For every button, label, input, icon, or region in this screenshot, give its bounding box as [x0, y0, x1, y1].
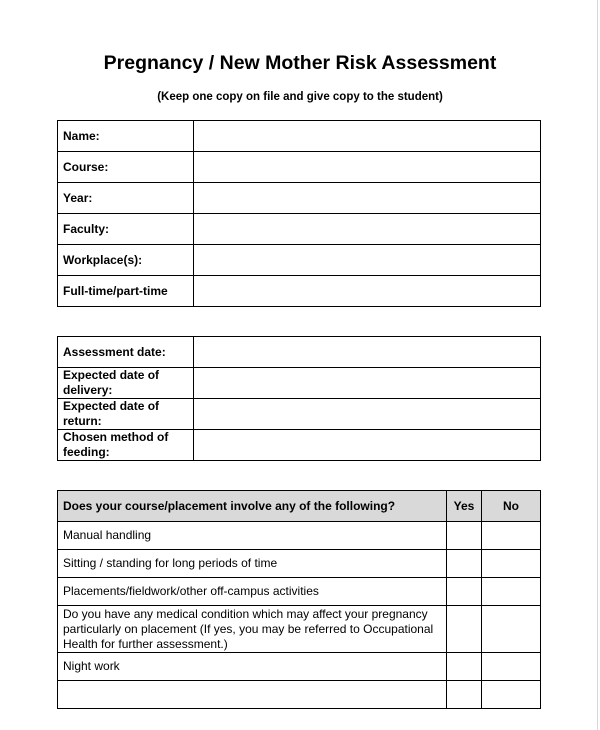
no-cell: [481, 521, 541, 550]
form-row: Full-time/part-time: [57, 275, 541, 307]
form-row: Assessment date:: [57, 336, 541, 368]
checklist-table: Does your course/placement involve any o…: [57, 490, 541, 709]
yes-cell: [446, 652, 482, 681]
page-edge: [597, 0, 598, 730]
field-label: Course:: [57, 151, 194, 183]
question: Placements/fieldwork/other off-campus ac…: [57, 577, 447, 606]
form-row: Course:: [57, 151, 541, 183]
checklist-row: [57, 680, 541, 709]
question: Sitting / standing for long periods of t…: [57, 549, 447, 578]
header-cell: Does your course/placement involve any o…: [57, 490, 447, 522]
header-cell: No: [481, 490, 541, 522]
yes-cell: [446, 549, 482, 578]
checklist-row: Manual handling: [57, 521, 541, 550]
empty-cell: [446, 680, 482, 709]
field-value: [193, 151, 541, 183]
field-value: [193, 213, 541, 245]
yes-cell: [446, 577, 482, 606]
no-cell: [481, 652, 541, 681]
field-label: Expected date of return:: [57, 398, 194, 430]
empty-cell: [481, 680, 541, 709]
field-label: Name:: [57, 120, 194, 152]
field-label: Year:: [57, 182, 194, 214]
details-table: Name: Course: Year: Faculty: Workplace(s): Fu…: [57, 120, 541, 307]
title: Pregnancy / New Mother Risk Assessment: [103, 52, 497, 74]
question: Do you have any medical condition which …: [57, 605, 447, 653]
question: Manual handling: [57, 521, 447, 550]
field-value: [193, 336, 541, 368]
field-label: Workplace(s):: [57, 244, 194, 276]
form-row: Name:: [57, 120, 541, 152]
field-label: Expected date of delivery:: [57, 367, 194, 399]
form-row: Year:: [57, 182, 541, 214]
field-value: [193, 367, 541, 399]
checklist-row: Sitting / standing for long periods of t…: [57, 549, 541, 578]
field-value: [193, 244, 541, 276]
no-cell: [481, 549, 541, 578]
form-row: Chosen method of feeding:: [57, 429, 541, 461]
checklist-row: Placements/fieldwork/other off-campus ac…: [57, 577, 541, 606]
form-row: Expected date of delivery:: [57, 367, 541, 399]
field-label: Assessment date:: [57, 336, 194, 368]
yes-cell: [446, 521, 482, 550]
field-label: Faculty:: [57, 213, 194, 245]
field-value: [193, 275, 541, 307]
field-label: Full-time/part-time: [57, 275, 194, 307]
checklist-row: Do you have any medical condition which …: [57, 605, 541, 653]
field-value: [193, 429, 541, 461]
header-row: Does your course/placement involve any o…: [57, 490, 541, 522]
field-value: [193, 120, 541, 152]
form-row: Faculty:: [57, 213, 541, 245]
checklist-row: Night work: [57, 652, 541, 681]
yes-cell: [446, 605, 482, 653]
form-row: Workplace(s):: [57, 244, 541, 276]
field-value: [193, 182, 541, 214]
no-cell: [481, 605, 541, 653]
field-label: Chosen method of feeding:: [57, 429, 194, 461]
dates-table: Assessment date: Expected date of deliver…: [57, 336, 541, 461]
field-value: [193, 398, 541, 430]
empty-cell: [57, 680, 447, 709]
header-cell: Yes: [446, 490, 482, 522]
subtitle: (Keep one copy on file and give copy to …: [157, 91, 443, 103]
form-row: Expected date of return:: [57, 398, 541, 430]
question: Night work: [57, 652, 447, 681]
no-cell: [481, 577, 541, 606]
